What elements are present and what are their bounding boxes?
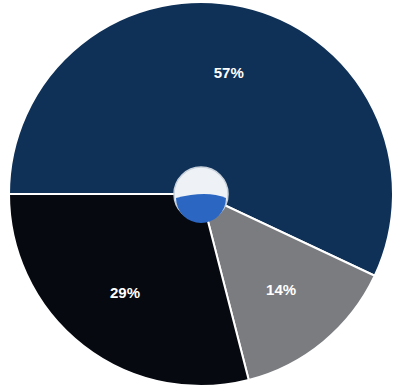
svg-text:29%: 29% <box>110 284 140 301</box>
svg-text:14%: 14% <box>266 281 296 298</box>
svg-text:57%: 57% <box>214 64 244 81</box>
